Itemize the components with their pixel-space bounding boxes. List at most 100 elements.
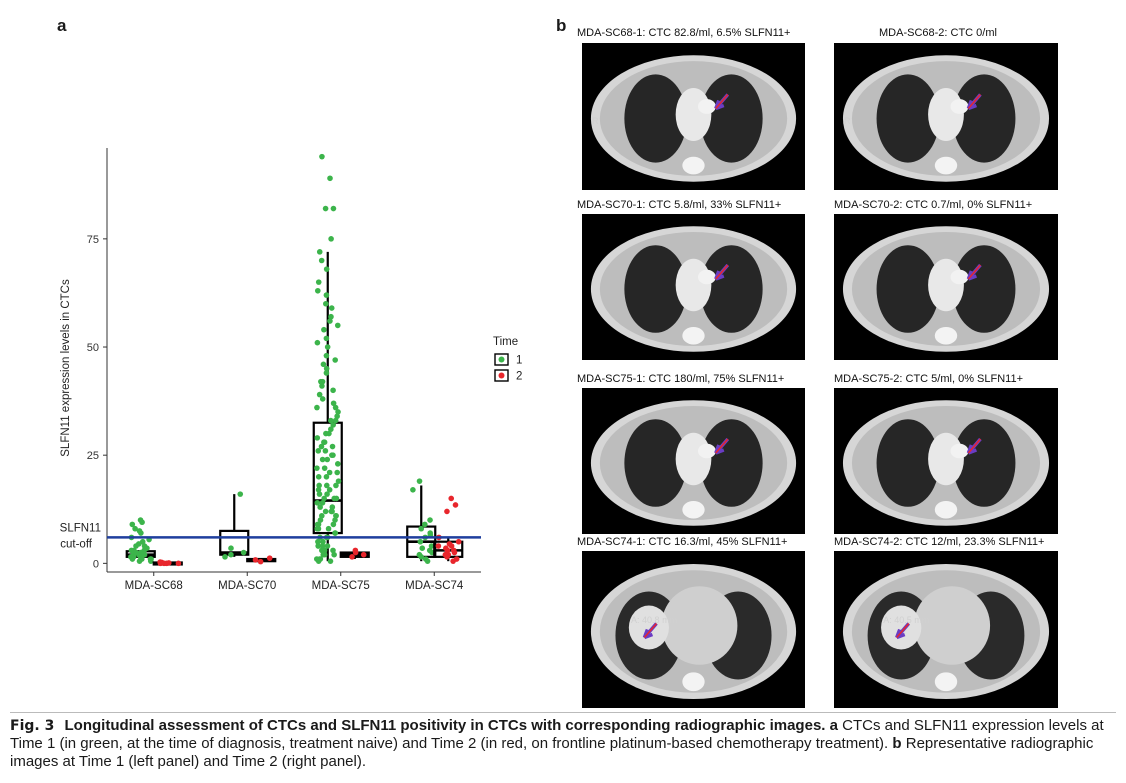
y-tick-label: 75 [87,234,99,246]
ct-right-lung [876,245,940,333]
data-point-time-1 [330,452,336,458]
ct-left-lung [700,419,763,507]
ct-caption: MDA-SC74-1: CTC 16.3/ml, 45% SLFN11+ [577,536,788,548]
data-point-time-1 [323,482,330,489]
y-tick-label: 0 [93,558,99,570]
data-point-time-1 [330,521,337,528]
data-point-time-1 [330,205,337,212]
x-tick-label: MDA-SC70 [218,580,276,592]
data-point-time-1 [133,543,139,549]
data-point-time-1 [319,153,325,160]
data-point-time-2 [257,558,264,565]
data-point-time-1 [323,365,330,372]
data-point-time-1 [316,491,323,497]
ct-scan-image [834,214,1058,360]
data-point-time-1 [314,287,321,294]
data-point-time-1 [315,279,322,285]
box-iqr [312,421,343,535]
data-point-time-1 [321,439,328,446]
caption-label-b: b [892,735,902,752]
data-point-time-1 [327,175,333,182]
data-point-time-1 [315,521,322,528]
data-point-time-2 [452,502,459,508]
ct-left-lung [700,74,763,163]
ct-mass [628,605,669,650]
ct-right-lung [876,74,940,163]
ct-mediastinum [928,258,964,312]
legend-entry-label: 1 [516,355,522,367]
ct-scan-image [582,214,805,360]
ct-scan-image: A: 40.5 mm [834,551,1058,708]
data-point-time-1 [323,430,329,437]
cutoff-label-line1: SLFN11 [60,522,101,534]
data-point-time-1 [328,305,335,311]
ct-heart [913,586,991,665]
data-point-time-1 [334,413,340,420]
data-point-time-1 [315,558,322,564]
ct-mediastinum [675,258,712,312]
ct-caption: MDA-SC68-1: CTC 82.8/ml, 6.5% SLFN11+ [577,27,791,39]
x-tick-label: MDA-SC74 [405,580,464,592]
caption-text-b: Representative radiographic images at Ti… [10,735,1094,770]
lesion-arrow [715,94,729,109]
data-point-time-1 [323,300,329,307]
data-point-time-1 [332,517,338,523]
data-point-time-1 [315,538,321,545]
data-point-time-1 [315,525,322,532]
data-point-time-1 [330,547,336,554]
data-point-time-1 [424,558,431,564]
ct-scan-image [582,388,805,534]
data-point-time-1 [328,426,334,433]
data-point-time-1 [315,448,322,454]
ct-right-lung [876,419,940,507]
ct-aorta [697,99,716,114]
data-point-time-1 [315,486,322,493]
data-point-time-1 [315,543,321,549]
data-point-time-1 [323,266,330,272]
data-point-time-1 [333,512,339,519]
ct-caption: MDA-SC74-2: CTC 12/ml, 23.3% SLFN11+ [834,536,1045,548]
lesion-arrow [715,264,729,280]
ct-scan-image [834,388,1058,534]
data-point-time-1 [417,538,424,545]
data-point-time-1 [327,558,334,564]
ct-scan-image: A: 40.8 mm [582,551,805,708]
data-point-time-1 [141,543,148,549]
lesion-arrow [967,264,981,280]
data-point-time-1 [315,474,322,480]
slfn11-chart: 0 25 50 75 SLFN11 expression levels in CTCs M… [60,148,522,592]
data-point-time-1 [418,554,424,560]
ct-caption: MDA-SC68-2: CTC 0/ml [879,27,997,39]
lesion-arrow [896,623,910,638]
data-point-time-1 [317,504,323,510]
data-point-time-1 [323,370,330,376]
data-point-time-1 [335,478,342,484]
data-point-time-1 [228,545,234,552]
ct-right-lung [624,419,687,507]
data-point-time-2 [450,558,456,564]
ct-overlay-text: R [844,116,851,126]
data-point-time-2 [175,560,182,567]
data-point-time-1 [139,556,145,562]
data-point-time-1 [328,313,334,320]
data-point-time-1 [320,538,326,545]
ct-heart [661,586,738,665]
ct-mediastinum [675,88,712,141]
ct-caption: MDA-SC70-1: CTC 5.8/ml, 33% SLFN11+ [577,199,782,211]
ct-spine [682,500,705,519]
ct-left-lung [952,419,1016,507]
ct-aorta [950,99,969,114]
data-point-time-1 [139,519,145,526]
data-point-time-1 [138,530,144,536]
ct-right-lung [624,245,687,333]
data-point-time-1 [418,525,425,532]
data-point-time-1 [321,551,328,558]
data-point-time-2 [360,551,367,558]
data-point-time-2 [157,559,163,565]
data-point-time-1 [330,422,336,428]
data-point-time-1 [318,257,325,264]
data-point-time-1 [316,391,323,398]
data-point-time-1 [329,443,336,450]
data-point-time-1 [322,448,329,454]
data-point-time-2 [442,551,449,558]
